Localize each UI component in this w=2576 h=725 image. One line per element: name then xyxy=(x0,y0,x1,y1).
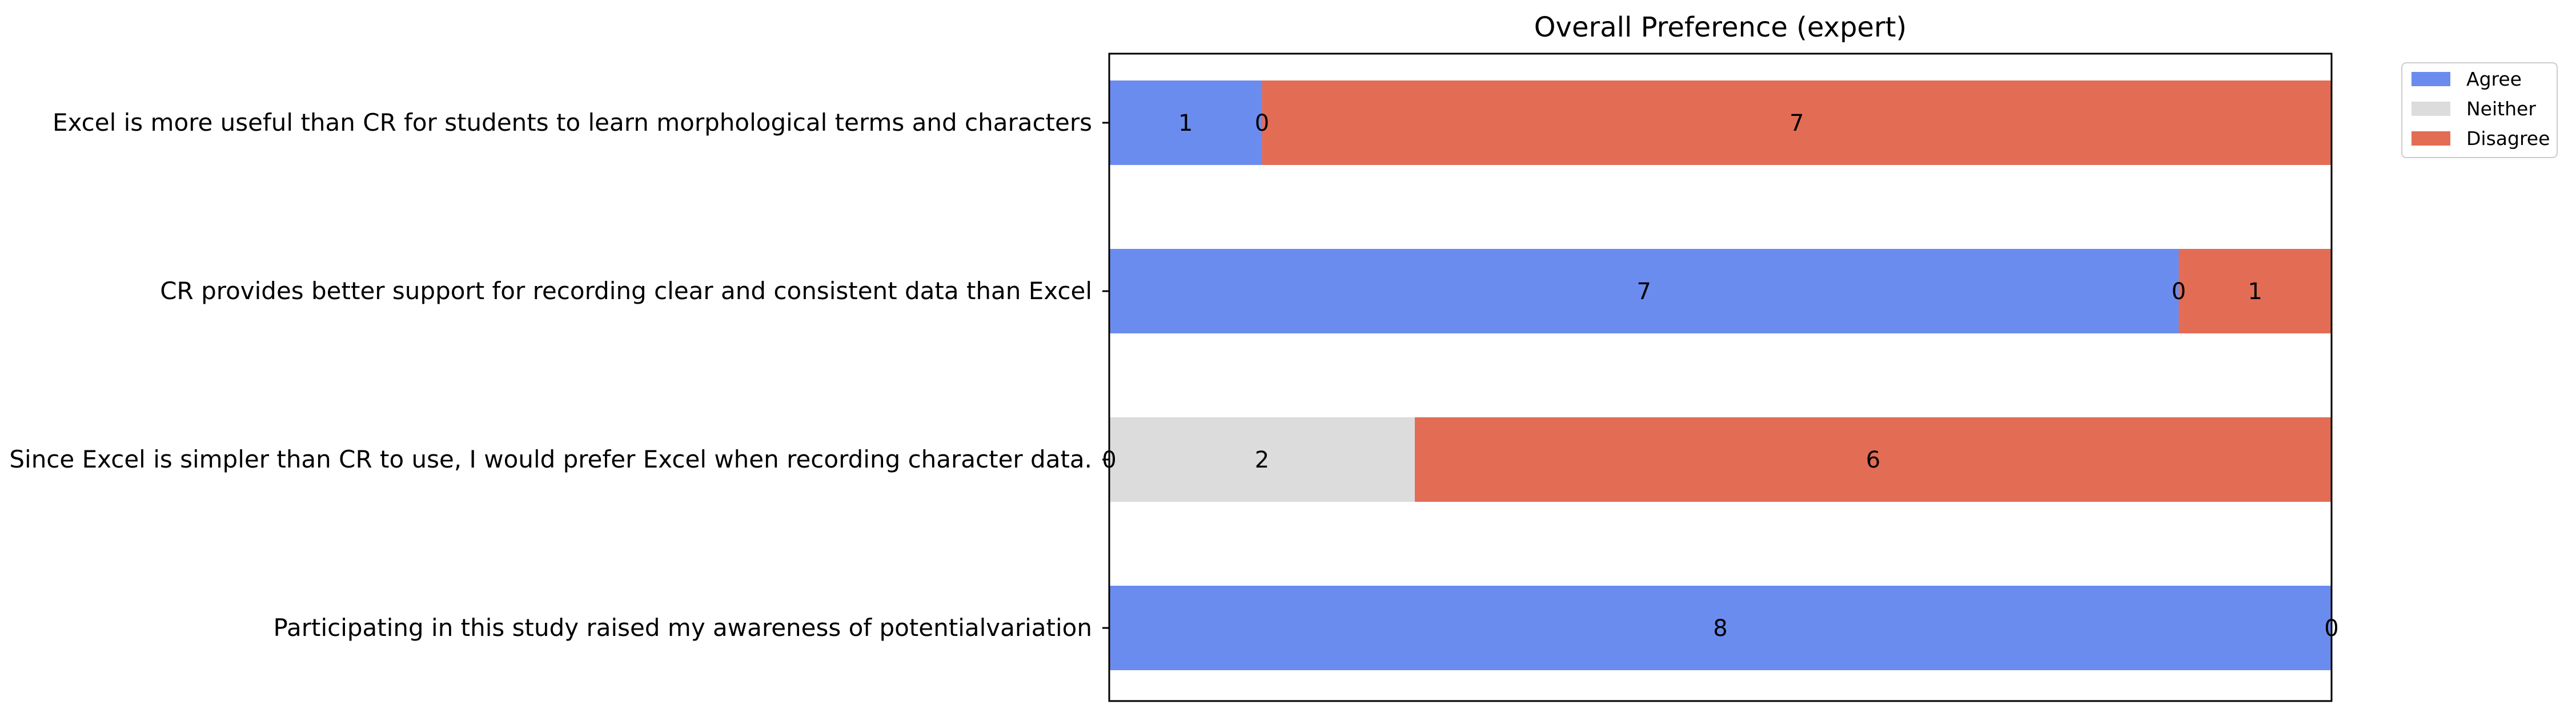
category-label-2: CR provides better support for recording… xyxy=(160,277,1092,305)
plot-frame xyxy=(1108,53,2333,702)
legend: Agree Neither Disagree xyxy=(2401,62,2558,158)
legend-swatch-agree xyxy=(2412,72,2450,86)
legend-swatch-neither xyxy=(2412,102,2450,116)
chart-title: Overall Preference (expert) xyxy=(1534,11,1907,43)
data-label-disagree-1: 7 xyxy=(1789,110,1804,136)
data-label-disagree-2: 1 xyxy=(2248,279,2262,305)
bar-disagree-1 xyxy=(1262,80,2332,165)
legend-label-neither: Neither xyxy=(2466,98,2536,120)
bar-agree-1 xyxy=(1109,80,1262,165)
legend-label-agree: Agree xyxy=(2466,68,2522,90)
bar-disagree-3 xyxy=(1415,417,2332,502)
data-label-agree-4: 8 xyxy=(1713,615,1727,642)
legend-label-disagree: Disagree xyxy=(2466,127,2550,150)
category-label-4: Participating in this study raised my aw… xyxy=(274,614,1092,642)
bar-agree-4 xyxy=(1109,586,2332,670)
bar-agree-2 xyxy=(1109,249,2179,333)
data-label-neither-2: 0 xyxy=(2172,279,2186,305)
data-label-disagree-3: 6 xyxy=(1866,447,1880,473)
legend-swatch-disagree xyxy=(2412,131,2450,146)
category-labels: Excel is more useful than CR for student… xyxy=(9,108,1092,642)
bars-layer xyxy=(1109,80,2332,670)
data-label-agree-1: 1 xyxy=(1178,110,1193,136)
data-label-neither-1: 0 xyxy=(1255,110,1269,136)
bar-disagree-2 xyxy=(2178,249,2332,333)
data-label-agree-2: 7 xyxy=(1637,279,1651,305)
data-label-neither-3: 2 xyxy=(1255,447,1269,473)
bar-neither-3 xyxy=(1109,417,1415,502)
data-labels: 1 0 77 0 10 2 68 0 xyxy=(1102,110,2338,642)
category-label-1: Excel is more useful than CR for student… xyxy=(53,108,1092,136)
category-label-3: Since Excel is simpler than CR to use, I… xyxy=(9,445,1092,473)
y-ticks xyxy=(1102,122,1109,629)
